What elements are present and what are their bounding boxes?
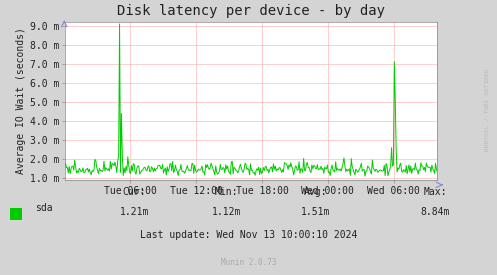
Text: Avg:: Avg: bbox=[304, 187, 328, 197]
Text: Cur:: Cur: bbox=[122, 187, 146, 197]
Text: 1.12m: 1.12m bbox=[211, 207, 241, 217]
Text: Last update: Wed Nov 13 10:00:10 2024: Last update: Wed Nov 13 10:00:10 2024 bbox=[140, 230, 357, 240]
Title: Disk latency per device - by day: Disk latency per device - by day bbox=[117, 4, 385, 18]
Text: RRDTOOL / TOBI OETIKER: RRDTOOL / TOBI OETIKER bbox=[485, 69, 490, 151]
Y-axis label: Average IO Wait (seconds): Average IO Wait (seconds) bbox=[15, 28, 25, 175]
Text: Min:: Min: bbox=[214, 187, 238, 197]
Text: sda: sda bbox=[35, 203, 52, 213]
Text: 8.84m: 8.84m bbox=[420, 207, 450, 217]
Text: 1.21m: 1.21m bbox=[119, 207, 149, 217]
Text: Munin 2.0.73: Munin 2.0.73 bbox=[221, 258, 276, 267]
Text: 1.51m: 1.51m bbox=[301, 207, 331, 217]
Text: Max:: Max: bbox=[423, 187, 447, 197]
